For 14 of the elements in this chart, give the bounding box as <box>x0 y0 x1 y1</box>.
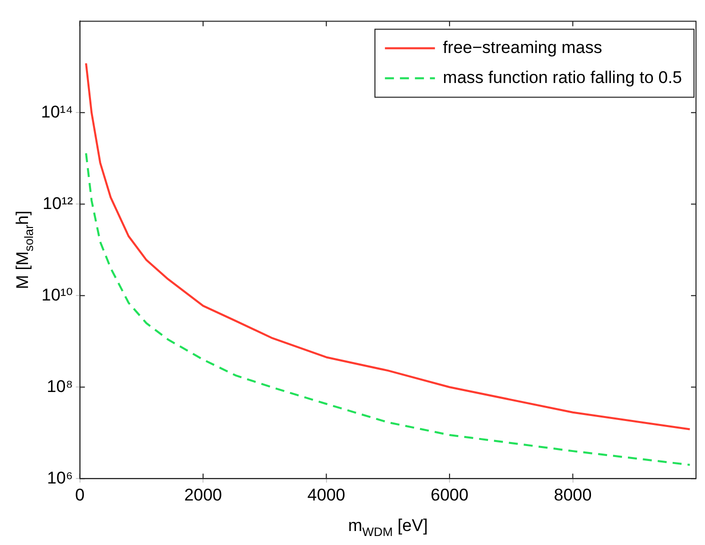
y-tick-label: 10¹⁰ <box>41 285 74 304</box>
x-tick-label: 2000 <box>184 485 222 504</box>
legend-label: free−streaming mass <box>442 38 602 57</box>
x-tick-label: 0 <box>75 485 85 504</box>
y-tick-label: 10⁶ <box>46 468 73 488</box>
y-tick-label: 10¹⁴ <box>41 102 73 122</box>
x-tick-label: 4000 <box>307 485 346 504</box>
legend-label: mass function ratio falling to 0.5 <box>442 68 682 87</box>
x-tick-label: 8000 <box>554 485 592 504</box>
line-series <box>85 152 691 466</box>
x-tick-label: 6000 <box>430 485 468 504</box>
y-tick-label: 10⁸ <box>46 376 73 396</box>
y-axis-title: M [Msolarh] <box>13 210 36 290</box>
y-tick-label: 10¹² <box>42 194 74 213</box>
